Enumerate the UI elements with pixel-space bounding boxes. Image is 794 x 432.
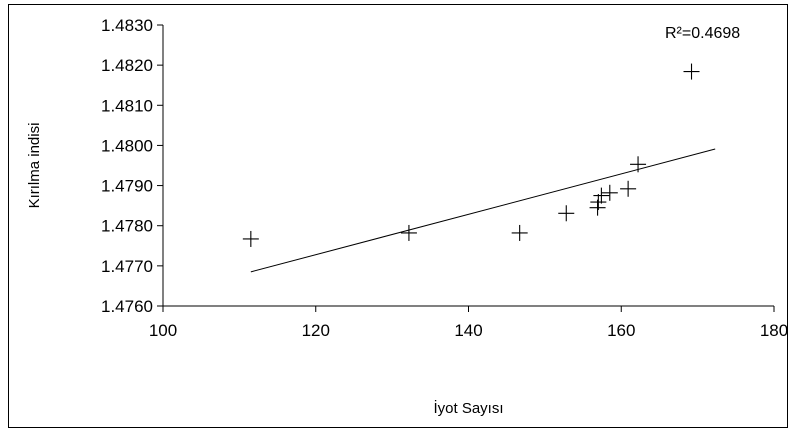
data-point — [683, 63, 700, 80]
x-tick-label: 180 — [760, 321, 788, 340]
data-point — [593, 187, 610, 204]
tick-labels: 1.4760 1.4770 1.4780 1.4790 1.4800 1.4810 1.48… — [101, 16, 788, 340]
axes — [157, 24, 775, 312]
x-tick-label: 140 — [454, 321, 482, 340]
x-axis-title: İyot Sayısı — [433, 399, 503, 417]
chart-frame — [8, 4, 788, 428]
data-point — [511, 224, 528, 241]
trendline-group — [250, 148, 716, 273]
y-tick-label: 1.4830 — [101, 16, 153, 35]
trendline — [250, 148, 716, 273]
y-tick-label: 1.4810 — [101, 96, 153, 115]
y-tick-label: 1.4790 — [101, 177, 153, 196]
data-point — [558, 205, 575, 222]
data-point — [620, 180, 637, 197]
y-tick-label: 1.4780 — [101, 217, 153, 236]
data-point — [242, 230, 259, 247]
y-tick-label: 1.4820 — [101, 56, 153, 75]
data-point — [601, 184, 618, 201]
data-point — [400, 224, 417, 241]
x-tick-label: 120 — [302, 321, 330, 340]
y-tick-label: 1.4770 — [101, 257, 153, 276]
x-tick-label: 160 — [607, 321, 635, 340]
y-axis-title: Kırılma indisi — [26, 123, 43, 209]
data-point — [590, 194, 607, 211]
y-tick-label: 1.4760 — [101, 297, 153, 316]
data-point — [630, 156, 647, 173]
y-tick-label: 1.4800 — [101, 136, 153, 155]
data-points — [242, 63, 700, 247]
x-tick-label: 100 — [149, 321, 177, 340]
r-squared-annotation: R²=0.4698 — [665, 25, 740, 42]
